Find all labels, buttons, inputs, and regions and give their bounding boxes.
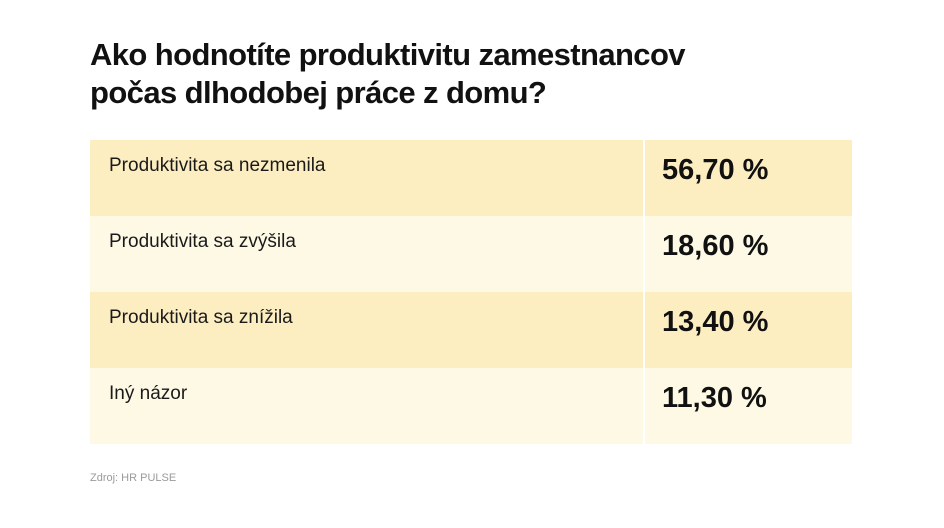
table-row: Produktivita sa nezmenila 56,70 % [90, 140, 852, 216]
results-table: Produktivita sa nezmenila 56,70 % Produk… [90, 140, 852, 444]
row-label: Produktivita sa nezmenila [90, 140, 645, 216]
source-note: Zdroj: HR PULSE [90, 472, 177, 484]
row-value: 11,30 % [662, 382, 767, 414]
table-row: Iný názor 11,30 % [90, 368, 852, 444]
table-row: Produktivita sa zvýšila 18,60 % [90, 216, 852, 292]
row-label: Produktivita sa zvýšila [90, 216, 645, 292]
row-label: Produktivita sa znížila [90, 292, 645, 368]
table-row: Produktivita sa znížila 13,40 % [90, 292, 852, 368]
row-value: 56,70 % [662, 154, 769, 186]
chart-title-line-2: počas dlhodobej práce z domu? [90, 75, 547, 110]
chart-title-line-1: Ako hodnotíte produktivitu zamestnancov [90, 37, 686, 72]
chart-title: Ako hodnotíte produktivitu zamestnancov … [90, 36, 870, 112]
row-value: 13,40 % [662, 306, 769, 338]
row-value: 18,60 % [662, 230, 769, 262]
row-label: Iný názor [90, 368, 645, 444]
